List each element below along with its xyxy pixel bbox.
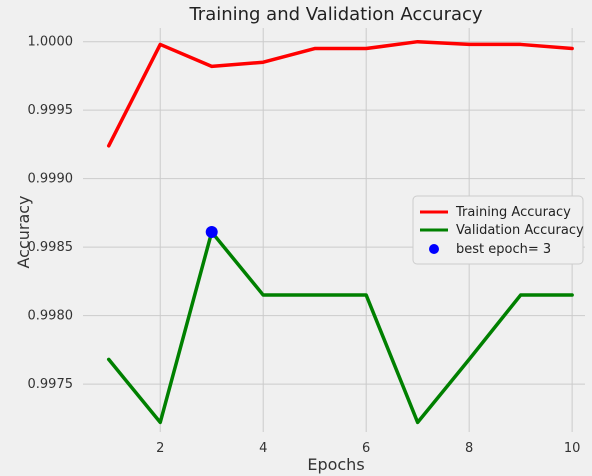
legend-label-best-epoch: best epoch= 3 <box>456 242 551 257</box>
series-lines <box>106 39 574 425</box>
chart-title: Training and Validation Accuracy <box>188 4 482 25</box>
y-axis-label: Accuracy <box>14 195 33 268</box>
legend-box <box>412 195 584 265</box>
y-tick-label: 1.0000 <box>28 35 74 50</box>
best-epoch-marker <box>205 226 218 239</box>
x-tick-label: 10 <box>564 441 581 456</box>
series-points <box>205 226 218 239</box>
y-tick-label: 0.9980 <box>28 309 74 324</box>
series-line-validation <box>106 230 574 425</box>
legend-label-validation: Validation Accuracy <box>456 223 584 238</box>
legend-marker-best-epoch <box>429 244 439 254</box>
series-line-training <box>106 39 574 148</box>
grid <box>83 28 585 432</box>
x-tick-label: 8 <box>465 441 473 456</box>
y-tick-label: 0.9975 <box>28 377 74 392</box>
y-tick-label: 0.9995 <box>28 103 74 118</box>
x-tick-label: 2 <box>156 441 164 456</box>
x-tick-label: 4 <box>259 441 267 456</box>
legend: Training Accuracy Validation Accuracy be… <box>412 195 584 265</box>
x-axis-label: Epochs <box>307 455 364 474</box>
tick-labels: 2 4 6 8 10 0.9975 0.9980 0.9985 0.9990 0.9995 1.00… <box>28 35 581 456</box>
y-tick-label: 0.9990 <box>28 172 74 187</box>
x-tick-label: 6 <box>362 441 370 456</box>
y-tick-label: 0.9985 <box>28 240 74 255</box>
legend-label-training: Training Accuracy <box>455 205 571 220</box>
